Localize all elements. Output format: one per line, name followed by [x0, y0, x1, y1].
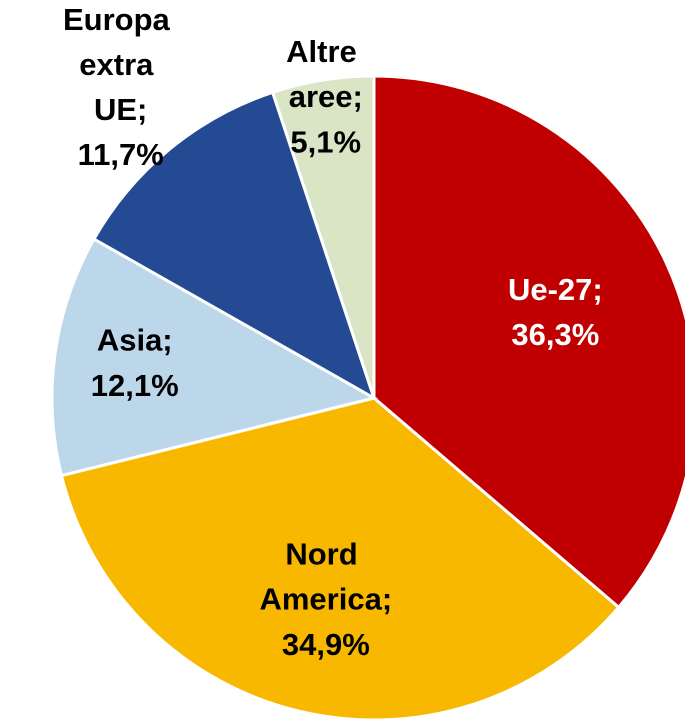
value-label: 11,7%: [78, 137, 164, 172]
value-label: 36,3%: [511, 317, 599, 352]
label-line: Asia;: [97, 323, 173, 358]
value-label: 34,9%: [282, 627, 370, 662]
label-line: extra: [79, 47, 162, 82]
value-label: 12,1%: [91, 368, 179, 403]
label-line: America;: [259, 582, 392, 617]
pie-slice: [59, 396, 621, 720]
slice-label: Asia;: [97, 323, 173, 358]
slice-label: Europa extra UE;: [63, 2, 178, 127]
pie-slice: [91, 90, 377, 402]
pie-slice: [372, 74, 685, 610]
slice-label: Nord America;: [259, 537, 392, 617]
label-line: Europa: [63, 2, 178, 37]
label-line: aree;: [289, 79, 363, 114]
label-line: Ue-27;: [508, 272, 603, 307]
pie-slice: [50, 237, 379, 478]
pie-slice: [270, 74, 376, 399]
label-line: UE;: [94, 92, 147, 127]
slice-label: Altre aree;: [286, 34, 365, 114]
slice-label: Ue-27;: [508, 272, 603, 307]
label-line: Altre: [286, 34, 365, 69]
label-line: Nord: [285, 537, 366, 572]
value-label: 5,1%: [290, 124, 361, 159]
